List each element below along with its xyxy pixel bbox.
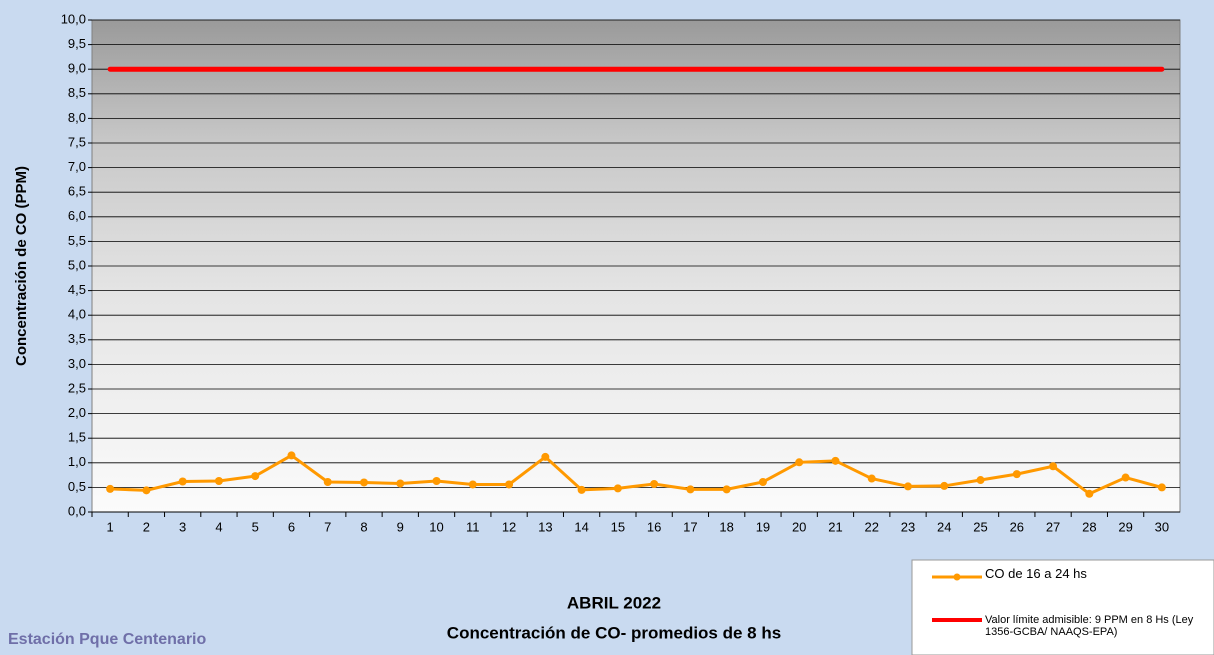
x-tick-label: 3 <box>179 519 186 534</box>
x-tick-label: 10 <box>429 519 443 534</box>
y-tick-label: 1,0 <box>68 454 86 469</box>
chart-subtitle: Concentración de CO- promedios de 8 hs <box>447 623 781 642</box>
y-tick-label: 6,0 <box>68 208 86 223</box>
x-tick-label: 8 <box>360 519 367 534</box>
x-tick-label: 12 <box>502 519 516 534</box>
point <box>142 486 150 494</box>
x-tick-label: 11 <box>466 519 480 534</box>
y-tick-label: 5,5 <box>68 233 86 248</box>
x-tick-label: 25 <box>973 519 987 534</box>
y-tick-label: 6,5 <box>68 184 86 199</box>
chart: Concentración de CO (PPM) ABRIL 2022 Con… <box>0 0 1214 655</box>
x-tick-label: 14 <box>574 519 588 534</box>
page: Concentración de CO (PPM) ABRIL 2022 Con… <box>0 0 1214 655</box>
point <box>650 480 658 488</box>
station-label: Estación Pque Centenario <box>8 631 206 648</box>
point <box>1013 470 1021 478</box>
point <box>759 478 767 486</box>
x-tick-label: 28 <box>1082 519 1096 534</box>
point <box>723 485 731 493</box>
point <box>831 457 839 465</box>
legend-entry: Valor límite admisible: 9 PPM en 8 Hs (L… <box>985 614 1213 646</box>
y-tick-label: 1,5 <box>68 430 86 445</box>
point <box>686 485 694 493</box>
point <box>179 477 187 485</box>
y-tick-label: 3,0 <box>68 356 86 371</box>
x-tick-label: 9 <box>397 519 404 534</box>
point <box>469 480 477 488</box>
x-tick-label: 18 <box>719 519 733 534</box>
y-tick-label: 3,5 <box>68 331 86 346</box>
y-tick-label: 9,5 <box>68 36 86 51</box>
y-tick-label: 0,5 <box>68 479 86 494</box>
x-tick-label: 20 <box>792 519 806 534</box>
x-tick-label: 27 <box>1046 519 1060 534</box>
point <box>1158 483 1166 491</box>
y-tick-label: 9,0 <box>68 61 86 76</box>
point <box>868 475 876 483</box>
x-tick-label: 23 <box>901 519 915 534</box>
x-tick-label: 17 <box>683 519 697 534</box>
point <box>251 472 259 480</box>
y-tick-label: 2,5 <box>68 380 86 395</box>
x-tick-label: 19 <box>756 519 770 534</box>
x-tick-label: 29 <box>1118 519 1132 534</box>
legend-marker <box>954 574 961 581</box>
legend-label: Valor límite admisible: 9 PPM en 8 Hs (L… <box>985 614 1213 638</box>
point <box>433 477 441 485</box>
point <box>324 478 332 486</box>
point <box>541 453 549 461</box>
point <box>360 478 368 486</box>
legend-entry: CO de 16 a 24 hs <box>985 568 1213 600</box>
x-tick-label: 1 <box>107 519 114 534</box>
point <box>396 479 404 487</box>
point <box>505 480 513 488</box>
point <box>614 484 622 492</box>
x-tick-label: 21 <box>828 519 842 534</box>
x-tick-label: 26 <box>1010 519 1024 534</box>
x-tick-label: 13 <box>538 519 552 534</box>
y-tick-label: 7,5 <box>68 134 86 149</box>
y-tick-label: 8,5 <box>68 85 86 100</box>
x-tick-label: 5 <box>252 519 259 534</box>
point <box>1049 462 1057 470</box>
x-tick-label: 4 <box>215 519 222 534</box>
point <box>287 451 295 459</box>
point <box>215 477 223 485</box>
point <box>1085 490 1093 498</box>
chart-title: ABRIL 2022 <box>567 593 661 612</box>
point <box>795 458 803 466</box>
x-tick-label: 15 <box>611 519 625 534</box>
x-tick-label: 2 <box>143 519 150 534</box>
point <box>106 485 114 493</box>
x-tick-label: 6 <box>288 519 295 534</box>
point <box>1122 474 1130 482</box>
x-tick-label: 16 <box>647 519 661 534</box>
x-tick-label: 24 <box>937 519 951 534</box>
y-tick-label: 5,0 <box>68 257 86 272</box>
x-tick-label: 22 <box>864 519 878 534</box>
x-tick-label: 30 <box>1155 519 1169 534</box>
y-tick-label: 0,0 <box>68 503 86 518</box>
point <box>977 476 985 484</box>
point <box>940 482 948 490</box>
legend-label: CO de 16 a 24 hs <box>985 568 1213 580</box>
y-tick-label: 4,5 <box>68 282 86 297</box>
y-tick-label: 4,0 <box>68 307 86 322</box>
point <box>904 482 912 490</box>
point <box>578 486 586 494</box>
y-tick-label: 7,0 <box>68 159 86 174</box>
y-tick-label: 8,0 <box>68 110 86 125</box>
y-axis-label: Concentración de CO (PPM) <box>13 166 30 366</box>
y-tick-label: 2,0 <box>68 405 86 420</box>
y-tick-label: 10,0 <box>61 11 86 26</box>
x-tick-label: 7 <box>324 519 331 534</box>
